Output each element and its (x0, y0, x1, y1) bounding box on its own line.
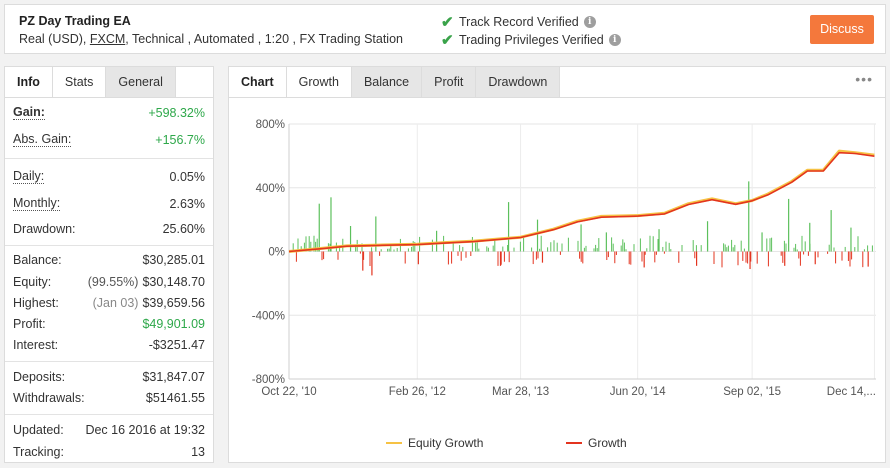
deposits-label: Deposits: (13, 370, 66, 384)
more-options-icon[interactable]: ••• (855, 71, 873, 87)
y-tick-label: 400% (256, 183, 285, 195)
withdrawals-row: Withdrawals: $51461.55 (13, 389, 205, 407)
updated-label: Updated: (13, 423, 64, 437)
tracking-row: Tracking: 13 (13, 443, 205, 461)
trading-privileges-verified: ✔ Trading Privileges Verified i (441, 31, 621, 49)
equity-value: $30,148.70 (142, 275, 205, 289)
tab-info[interactable]: Info (5, 67, 53, 97)
profit-row: Profit: $49,901.09 (13, 315, 205, 333)
tab-stats[interactable]: Stats (52, 67, 107, 97)
monthly-row: Monthly: 2.63% (13, 195, 205, 213)
gain-row: Gain: +598.32% (13, 104, 205, 122)
account-type: Real (USD), (19, 32, 87, 46)
trading-privileges-label: Trading Privileges Verified (459, 33, 604, 47)
tab-profit[interactable]: Profit (422, 67, 477, 97)
track-record-label: Track Record Verified (459, 15, 579, 29)
chart-panel: Chart Growth Balance Profit Drawdown •••… (228, 66, 886, 463)
discuss-button[interactable]: Discuss (810, 15, 874, 44)
y-tick-label: -400% (252, 310, 285, 322)
stats-tabs: Info Stats General (5, 67, 213, 98)
x-tick-label: Dec 14,... (827, 386, 876, 398)
x-tick-label: Mar 28, '13 (492, 386, 549, 398)
divider (5, 158, 213, 159)
track-record-verified: ✔ Track Record Verified i (441, 13, 596, 31)
withdrawals-label: Withdrawals: (13, 391, 85, 405)
equity-growth-line (288, 149, 875, 253)
daily-label[interactable]: Daily: (13, 169, 45, 184)
gain-value: +598.32% (148, 106, 205, 120)
y-tick-label: -800% (252, 374, 285, 386)
growth-chart: 800% 400% 0% -400% -800%Oct 22, '10 Feb 26, '… (252, 119, 876, 450)
x-tick-label: Sep 02, '15 (723, 386, 781, 398)
chart-tabs: Chart Growth Balance Profit Drawdown (229, 67, 885, 98)
abs-gain-row: Abs. Gain: +156.7% (13, 131, 205, 149)
stats-panel: Info Stats General Gain: +598.32% Abs. G… (4, 66, 214, 463)
equity-label: Equity: (13, 275, 52, 289)
balance-value: $30,285.01 (142, 253, 205, 267)
tracking-value: 13 (191, 445, 205, 459)
divider (5, 414, 213, 415)
highest-value: $39,659.56 (142, 296, 205, 310)
check-icon: ✔ (441, 14, 454, 31)
deposits-row: Deposits: $31,847.07 (13, 368, 205, 386)
equity-row: Equity: (99.55%) $30,148.70 (13, 273, 205, 291)
check-icon: ✔ (441, 32, 454, 49)
drawdown-row: Drawdown: 25.60% (13, 220, 205, 238)
interest-label: Interest: (13, 338, 59, 352)
system-name: PZ Day Trading EA (19, 14, 131, 28)
divider (5, 361, 213, 362)
highest-label: Highest: (13, 296, 59, 310)
system-details: Real (USD), FXCM, Technical , Automated … (19, 32, 403, 46)
daily-row: Daily: 0.05% (13, 168, 205, 186)
drawdown-label: Drawdown: (13, 222, 76, 236)
gain-label[interactable]: Gain: (13, 105, 45, 120)
withdrawals-value: $51461.55 (145, 391, 205, 405)
monthly-label[interactable]: Monthly: (13, 196, 61, 211)
x-tick-label: Jun 20, '14 (610, 386, 667, 398)
legend-growth[interactable]: Growth (588, 436, 627, 450)
interest-value: -$3251.47 (148, 338, 205, 352)
y-tick-label: 800% (256, 119, 285, 131)
highest-row: Highest: (Jan 03) $39,659.56 (13, 294, 205, 312)
profit-value: $49,901.09 (142, 317, 205, 331)
interest-row: Interest: -$3251.47 (13, 336, 205, 354)
equity-percent: (99.55%) (87, 275, 139, 289)
profit-label: Profit: (13, 317, 46, 331)
balance-label: Balance: (13, 253, 62, 267)
tab-general[interactable]: General (106, 67, 176, 97)
tab-growth[interactable]: Growth (286, 67, 352, 97)
updated-row: Updated: Dec 16 2016 at 19:32 (13, 421, 205, 439)
growth-line (288, 151, 875, 253)
highest-value-group: (Jan 03) $39,659.56 (93, 296, 205, 310)
tab-drawdown[interactable]: Drawdown (476, 67, 561, 97)
daily-value: 0.05% (169, 170, 205, 184)
equity-value-group: (99.55%) $30,148.70 (88, 275, 205, 289)
broker-link[interactable]: FXCM (89, 32, 126, 46)
abs-gain-value: +156.7% (155, 133, 205, 147)
legend-equity-growth[interactable]: Equity Growth (408, 436, 483, 450)
balance-row: Balance: $30,285.01 (13, 251, 205, 269)
updated-value: Dec 16 2016 at 19:32 (85, 423, 205, 437)
deposits-value: $31,847.07 (142, 370, 205, 384)
chart-title-tab: Chart (229, 67, 287, 97)
y-tick-label: 0% (268, 247, 285, 259)
info-icon[interactable]: i (608, 34, 621, 46)
system-header: PZ Day Trading EA Real (USD), FXCM, Tech… (4, 4, 886, 54)
divider (5, 245, 213, 246)
x-tick-label: Oct 22, '10 (261, 386, 316, 398)
info-icon[interactable]: i (583, 16, 596, 28)
tab-balance[interactable]: Balance (351, 67, 423, 97)
tracking-label: Tracking: (13, 445, 64, 459)
abs-gain-label[interactable]: Abs. Gain: (13, 132, 72, 147)
monthly-value: 2.63% (169, 197, 205, 211)
system-attributes: , Technical , Automated , 1:20 , FX Trad… (125, 32, 403, 46)
highest-date: (Jan 03) (92, 296, 139, 310)
drawdown-value: 25.60% (162, 222, 205, 236)
x-tick-label: Feb 26, '12 (389, 386, 446, 398)
